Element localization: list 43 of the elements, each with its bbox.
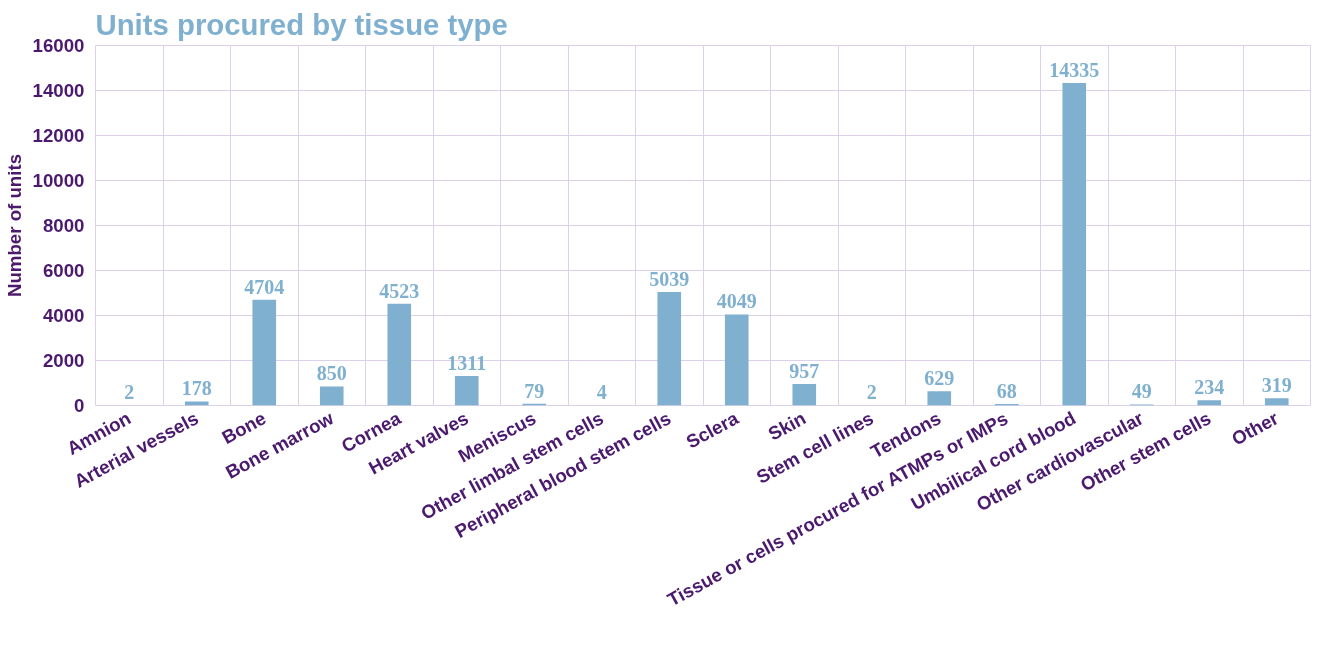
data-label: 5039	[649, 268, 690, 291]
data-label: 68	[996, 379, 1017, 402]
y-tick-label: 2000	[43, 350, 85, 371]
data-label: 2	[866, 381, 877, 404]
bar	[252, 299, 277, 406]
bar	[792, 383, 817, 406]
y-tick-label: 4000	[43, 305, 85, 326]
x-tick-label: Other	[1228, 407, 1282, 450]
data-label: 14335	[1049, 58, 1100, 81]
y-tick-label: 10000	[32, 170, 85, 191]
chart-title: Units procured by tissue type	[95, 7, 508, 41]
bar	[927, 391, 952, 406]
data-label: 79	[524, 379, 545, 402]
bar	[657, 292, 682, 406]
data-label: 4	[596, 381, 607, 404]
bar	[454, 376, 479, 406]
data-label: 319	[1261, 374, 1292, 397]
y-tick-label: 14000	[32, 80, 85, 101]
bar	[319, 386, 344, 406]
data-label: 629	[924, 367, 955, 390]
y-tick-label: 16000	[32, 35, 85, 56]
data-label: 1311	[447, 352, 487, 374]
data-label: 850	[316, 362, 347, 385]
bar	[1197, 400, 1222, 406]
bar	[387, 303, 412, 406]
y-tick-label: 0	[74, 395, 85, 416]
data-label: 2	[124, 381, 135, 404]
y-tick-label: 6000	[43, 260, 85, 281]
y-tick-label: 8000	[43, 215, 85, 236]
y-tick-label: 12000	[32, 125, 85, 146]
data-label: 234	[1194, 376, 1225, 399]
data-label: 4523	[379, 279, 420, 302]
data-label: 957	[789, 359, 820, 382]
bar	[1062, 82, 1087, 406]
bar	[1264, 398, 1289, 406]
data-label: 49	[1131, 380, 1152, 403]
bar	[184, 401, 209, 406]
x-tick-label: Bone	[218, 407, 270, 449]
y-axis-title: Number of units	[3, 153, 25, 298]
data-label: 178	[181, 377, 212, 400]
data-label: 4049	[716, 290, 757, 313]
bar	[724, 314, 749, 406]
data-label: 4704	[244, 275, 285, 298]
